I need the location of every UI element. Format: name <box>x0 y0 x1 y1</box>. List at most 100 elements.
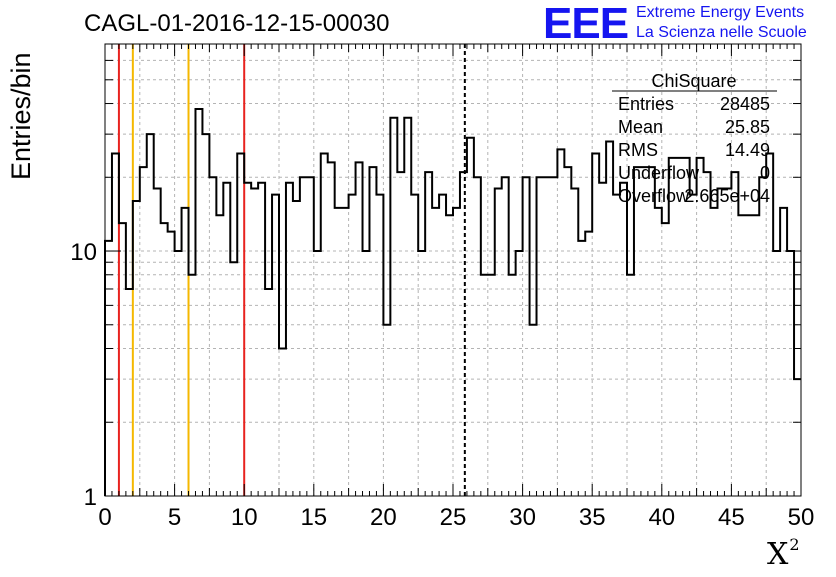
histogram-bin <box>258 183 265 496</box>
histogram-bin <box>119 223 126 496</box>
stats-value: 14.49 <box>725 140 770 160</box>
histogram-bin <box>321 154 328 496</box>
histogram-bin <box>738 215 745 496</box>
x-tick-label: 20 <box>370 504 397 531</box>
histogram-bin <box>307 177 314 496</box>
stats-label: Entries <box>618 94 674 114</box>
histogram-bin <box>404 118 411 496</box>
histogram-bin <box>126 289 133 496</box>
histogram-bin <box>175 251 182 496</box>
histogram-bin <box>425 172 432 496</box>
y-axis-label: Entries/bin <box>6 52 36 180</box>
histogram-bin <box>530 325 537 496</box>
histogram-bin <box>648 167 655 496</box>
histogram-bin <box>578 241 585 496</box>
x-tick-label: 10 <box>231 504 258 531</box>
histogram-bin <box>286 183 293 496</box>
x-tick-label: 30 <box>509 504 536 531</box>
x-tick-label: 50 <box>788 504 815 531</box>
histogram-bin <box>794 379 801 496</box>
histogram-bin <box>717 188 724 496</box>
histogram-bin <box>620 183 627 496</box>
histogram-bin <box>467 138 474 496</box>
chart-title: CAGL-01-2016-12-15-00030 <box>84 10 390 37</box>
histogram-bin <box>495 188 502 496</box>
histogram-bin <box>133 201 140 496</box>
histogram-bin <box>112 154 119 496</box>
histogram-bin <box>349 195 356 496</box>
histogram-bin <box>752 215 759 496</box>
histogram-bin <box>390 118 397 496</box>
histogram-bin <box>537 177 544 496</box>
histogram-bin <box>759 177 766 496</box>
histogram-bin <box>745 215 752 496</box>
stats-value: 25.85 <box>725 117 770 137</box>
x-tick-label: 5 <box>168 504 181 531</box>
histogram-bin <box>731 172 738 496</box>
histogram-bin <box>369 167 376 496</box>
stats-label: Overflow <box>618 186 690 206</box>
histogram-bin <box>446 215 453 496</box>
histogram-bars <box>104 107 801 496</box>
histogram-bin <box>335 208 342 496</box>
histogram-bin <box>279 349 286 496</box>
stats-label: Underflow <box>618 163 700 183</box>
histogram-bin <box>376 195 383 496</box>
histogram-bin <box>244 183 251 496</box>
histogram-bin <box>356 162 363 496</box>
histogram-bin <box>543 177 550 496</box>
histogram-bin <box>460 172 467 496</box>
axes: 0 5 10 15 20 25 30 35 40 45 50 1 10 <box>70 43 815 531</box>
stats-value: 28485 <box>720 94 770 114</box>
stats-title: ChiSquare <box>651 71 736 91</box>
histogram-bin <box>690 195 697 496</box>
histogram-bin <box>676 158 683 496</box>
x-tick-label: 25 <box>440 504 467 531</box>
histogram-bin <box>265 289 272 496</box>
histogram-bin <box>564 167 571 496</box>
histogram-bin <box>154 188 161 496</box>
histogram-bin <box>209 177 216 496</box>
histogram-bin <box>411 195 418 496</box>
histogram-bin <box>557 149 564 496</box>
histogram-bin <box>787 251 794 496</box>
histogram-bin <box>216 215 223 496</box>
histogram-bin <box>293 201 300 496</box>
histogram-bin <box>432 208 439 496</box>
histogram-bin <box>502 177 509 496</box>
x-axis-label-text: X <box>767 537 789 572</box>
histogram-bin <box>481 275 488 496</box>
histogram-bin <box>599 183 606 496</box>
x-tick-label: 45 <box>718 504 745 531</box>
eee-logo: EEE <box>543 0 629 48</box>
histogram-bin <box>509 275 516 496</box>
x-tick-label: 15 <box>300 504 327 531</box>
histogram-bin <box>251 188 258 496</box>
histogram-bin <box>272 195 279 496</box>
y-tick-label: 1 <box>84 484 97 511</box>
histogram-bin <box>697 158 704 496</box>
histogram-bin <box>627 275 634 496</box>
histogram-bin <box>669 158 676 496</box>
histogram-bin <box>641 167 648 496</box>
histogram-bin <box>418 251 425 496</box>
histogram-bin <box>453 208 460 496</box>
x-axis-label: X2 <box>767 535 800 572</box>
logo-text-line2: La Scienza nelle Scuole <box>636 24 807 41</box>
histogram-bin <box>613 195 620 496</box>
histogram-bin <box>363 251 370 496</box>
histogram-bin <box>182 208 189 496</box>
histogram-bin <box>237 154 244 496</box>
histogram-bin <box>704 172 711 496</box>
histogram-bin <box>683 158 690 496</box>
histogram-bin <box>189 275 196 496</box>
histogram-bin <box>147 134 154 496</box>
logo-text-line1: Extreme Energy Events <box>636 4 805 21</box>
histogram-bin <box>300 177 307 496</box>
stats-box: ChiSquare Entries 28485 Mean 25.85 RMS 14.49 Un… <box>612 71 777 206</box>
histogram-bin <box>383 325 390 496</box>
histogram-bin <box>662 223 669 496</box>
histogram-bin <box>397 172 404 496</box>
